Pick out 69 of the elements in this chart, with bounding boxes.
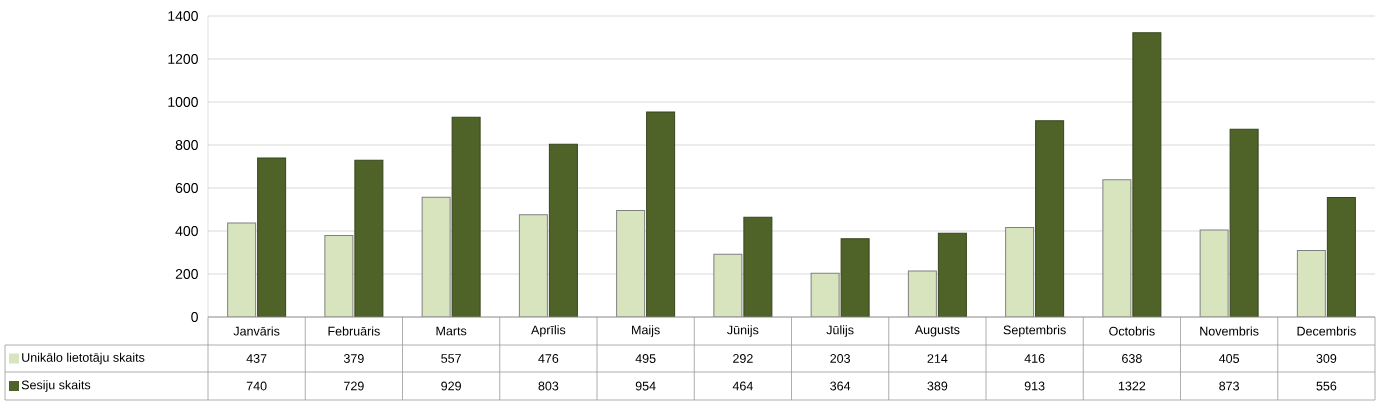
data-label: 913 xyxy=(1024,381,1045,391)
data-label: 556 xyxy=(1316,381,1337,391)
bar xyxy=(421,196,451,317)
x-tick-label: Octobris xyxy=(1109,326,1155,336)
bar xyxy=(1035,120,1065,317)
y-tick-label: 1000 xyxy=(168,97,198,107)
data-label: 729 xyxy=(344,381,364,391)
data-label: 309 xyxy=(1316,354,1337,363)
x-tick-label: Aprīlis xyxy=(531,325,566,337)
data-label: 214 xyxy=(927,354,948,363)
bar xyxy=(646,111,676,317)
bar xyxy=(1005,227,1035,317)
data-label: 476 xyxy=(538,354,559,363)
data-label: 740 xyxy=(246,381,267,391)
bar xyxy=(1326,196,1356,317)
bar xyxy=(1296,250,1326,317)
y-tick-label: 400 xyxy=(175,226,198,236)
bar xyxy=(840,238,870,317)
bar xyxy=(907,270,937,317)
x-tick-label: Janvāris xyxy=(233,326,280,336)
data-label: 464 xyxy=(732,381,753,391)
data-label: 416 xyxy=(1024,354,1045,363)
bar xyxy=(354,159,384,317)
data-label: 292 xyxy=(733,354,753,363)
legend-label: Sesiju skaits xyxy=(21,380,91,392)
data-label: 873 xyxy=(1219,381,1239,391)
bar xyxy=(1199,229,1229,317)
data-label: 638 xyxy=(1122,354,1142,363)
x-tick-label: Novembris xyxy=(1200,326,1259,336)
data-label: 929 xyxy=(441,381,461,391)
x-tick-label: Februāris xyxy=(328,326,380,336)
bar xyxy=(743,216,773,317)
data-label: 437 xyxy=(246,354,267,363)
data-label: 803 xyxy=(538,381,559,391)
y-tick-label: 200 xyxy=(175,269,198,279)
data-label: 495 xyxy=(635,354,656,363)
y-tick-label: 600 xyxy=(175,183,198,193)
bar xyxy=(1132,32,1162,317)
bar xyxy=(518,214,548,317)
y-tick-label: 1400 xyxy=(168,11,198,21)
bar xyxy=(451,116,481,317)
bar xyxy=(548,143,578,317)
y-tick-label: 800 xyxy=(175,140,198,150)
data-label: 389 xyxy=(927,381,948,391)
data-label: 203 xyxy=(830,354,850,363)
bar xyxy=(257,157,287,317)
x-tick-label: Maijs xyxy=(632,325,660,337)
legend-label: Unikālo lietotāju skaits xyxy=(22,352,145,365)
bar xyxy=(1229,128,1259,317)
data-label: 364 xyxy=(830,381,851,391)
bar xyxy=(1102,179,1132,317)
x-tick-label: Augusts xyxy=(914,325,960,337)
bar xyxy=(713,253,743,317)
data-label: 405 xyxy=(1218,354,1240,363)
data-label: 954 xyxy=(635,381,656,391)
y-tick-label: 0 xyxy=(191,312,198,322)
y-tick-label: 1200 xyxy=(168,54,198,64)
bar xyxy=(937,232,967,317)
data-label: 557 xyxy=(441,354,461,363)
x-tick-label: Septembris xyxy=(1003,325,1066,337)
x-tick-label: Jūnijs xyxy=(727,325,759,337)
bar xyxy=(227,222,257,317)
data-label: 1322 xyxy=(1118,381,1146,391)
bar xyxy=(324,235,354,317)
bar xyxy=(616,210,646,317)
data-label: 379 xyxy=(343,354,364,363)
x-tick-label: Decembris xyxy=(1297,326,1356,336)
x-tick-label: Marts xyxy=(436,326,467,336)
x-tick-label: Jūlijs xyxy=(826,325,854,337)
